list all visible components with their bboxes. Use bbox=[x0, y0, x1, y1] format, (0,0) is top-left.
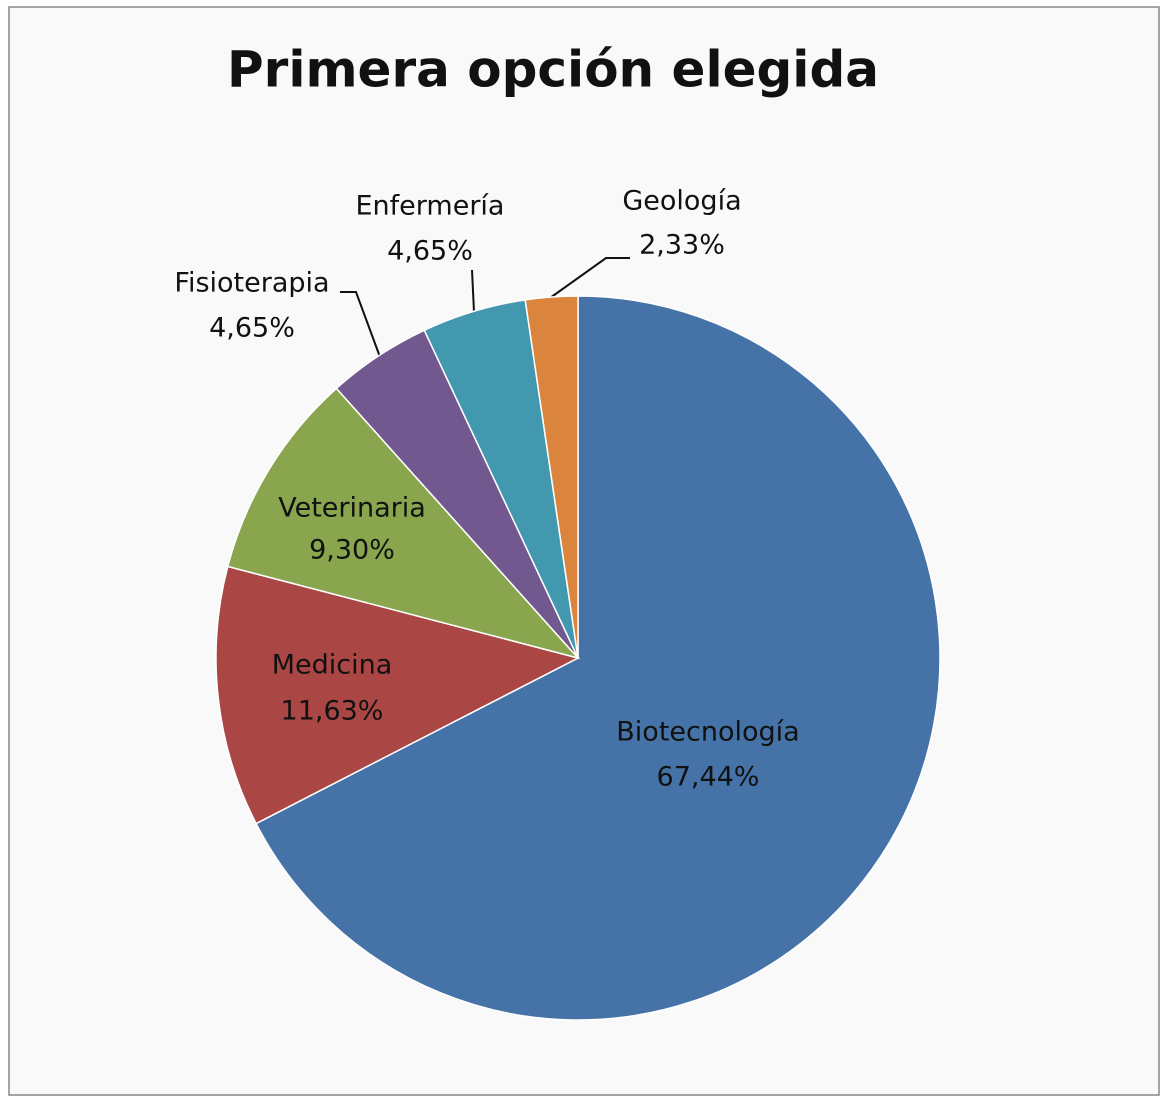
pie-slice bbox=[255, 295, 941, 1021]
slice-name: Veterinaria bbox=[278, 493, 426, 524]
slice-name: Enfermería bbox=[356, 191, 505, 222]
slice-name: Fisioterapia bbox=[174, 268, 329, 299]
slice-name: Medicina bbox=[272, 650, 393, 681]
leader-line bbox=[471, 269, 475, 313]
slice-value-label: 11,63% bbox=[281, 696, 384, 727]
slice-value-label: 2,33% bbox=[639, 230, 725, 261]
leader-line bbox=[549, 257, 630, 299]
slice-value-label: 9,30% bbox=[309, 535, 395, 566]
chart-title: Primera opción elegida bbox=[227, 41, 879, 99]
slice-value-label: 67,44% bbox=[657, 762, 760, 793]
slice-value-label: 4,65% bbox=[387, 236, 473, 267]
pie-slice bbox=[215, 565, 581, 825]
slice-value-label: 4,65% bbox=[209, 313, 295, 344]
slice-name: Biotecnología bbox=[616, 717, 799, 748]
leader-line bbox=[340, 291, 381, 358]
slice-name: Geología bbox=[622, 186, 741, 217]
pie-slice bbox=[524, 295, 579, 659]
pie-slice bbox=[226, 387, 581, 660]
